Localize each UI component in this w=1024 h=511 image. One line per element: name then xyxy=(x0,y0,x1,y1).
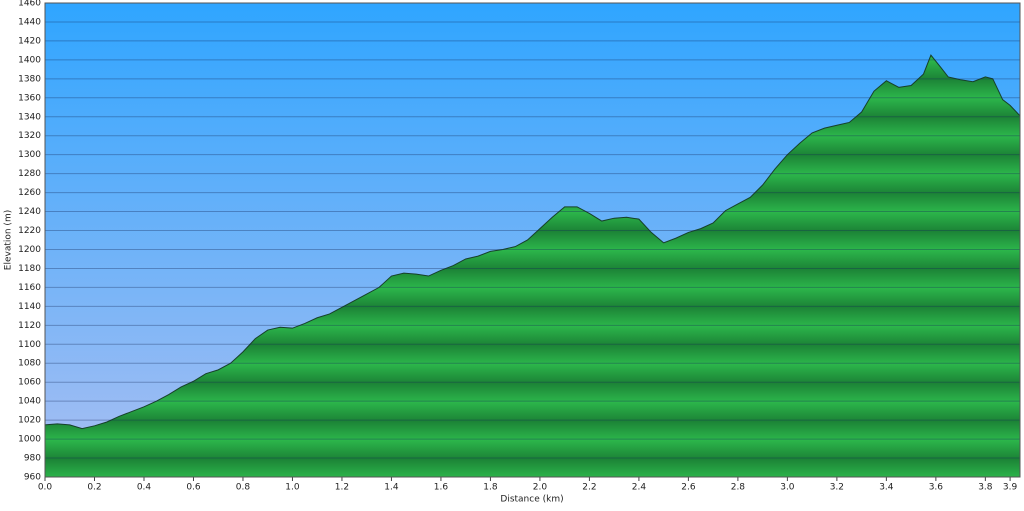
y-tick-label: 1260 xyxy=(18,188,41,198)
x-tick-label: 3.4 xyxy=(879,483,894,493)
y-tick-label: 1220 xyxy=(18,226,41,236)
y-tick-label: 1380 xyxy=(18,74,41,84)
x-tick-label: 0.4 xyxy=(137,483,152,493)
x-tick-label: 2.4 xyxy=(632,483,647,493)
y-tick-label: 1460 xyxy=(18,0,41,9)
y-tick-label: 1420 xyxy=(18,36,41,46)
y-tick-label: 1400 xyxy=(18,55,41,65)
x-tick-label: 3.6 xyxy=(929,483,944,493)
y-axis-label: Elevation (m) xyxy=(4,210,14,270)
y-tick-label: 1020 xyxy=(18,416,41,426)
y-tick-label: 960 xyxy=(24,473,41,483)
x-tick-label: 2.2 xyxy=(582,483,596,493)
y-tick-label: 1120 xyxy=(18,321,41,331)
x-tick-label: 2.0 xyxy=(533,483,548,493)
y-tick-label: 1180 xyxy=(18,264,41,274)
y-tick-label: 1320 xyxy=(18,131,41,141)
y-tick-label: 1100 xyxy=(18,340,41,350)
y-tick-label: 980 xyxy=(24,454,41,464)
y-tick-label: 1280 xyxy=(18,169,41,179)
x-tick-label: 1.6 xyxy=(434,483,449,493)
y-tick-label: 1360 xyxy=(18,93,41,103)
y-tick-label: 1060 xyxy=(18,378,41,388)
y-tick-label: 1240 xyxy=(18,207,41,217)
y-tick-label: 1160 xyxy=(18,283,41,293)
y-tick-label: 1300 xyxy=(18,150,41,160)
elevation-area xyxy=(44,54,1021,478)
x-tick-label: 3.0 xyxy=(780,483,795,493)
x-tick-label: 1.4 xyxy=(384,483,399,493)
y-tick-label: 1000 xyxy=(18,435,41,445)
x-tick-label: 1.2 xyxy=(335,483,349,493)
x-tick-label: 2.8 xyxy=(731,483,746,493)
plot-frame xyxy=(44,2,1021,478)
x-tick-label: 2.6 xyxy=(681,483,696,493)
y-tick-label: 1340 xyxy=(18,112,41,122)
y-tick-label: 1080 xyxy=(18,359,41,369)
x-tick-label: 3.8 xyxy=(978,483,993,493)
x-tick-label: 0.0 xyxy=(38,483,53,493)
y-tick-label: 1140 xyxy=(18,302,41,312)
x-tick-label: 1.8 xyxy=(483,483,498,493)
x-tick-label: 3.2 xyxy=(830,483,844,493)
x-tick-label: 0.2 xyxy=(87,483,101,493)
y-tick-label: 1200 xyxy=(18,245,41,255)
x-tick-label: 0.6 xyxy=(186,483,201,493)
x-tick-label: 0.8 xyxy=(236,483,251,493)
y-tick-label: 1040 xyxy=(18,397,41,407)
y-tick-label: 1440 xyxy=(18,17,41,27)
x-axis-label: Distance (km) xyxy=(500,495,563,505)
x-tick-label: 3.9 xyxy=(1003,483,1018,493)
x-tick-label: 1.0 xyxy=(285,483,300,493)
